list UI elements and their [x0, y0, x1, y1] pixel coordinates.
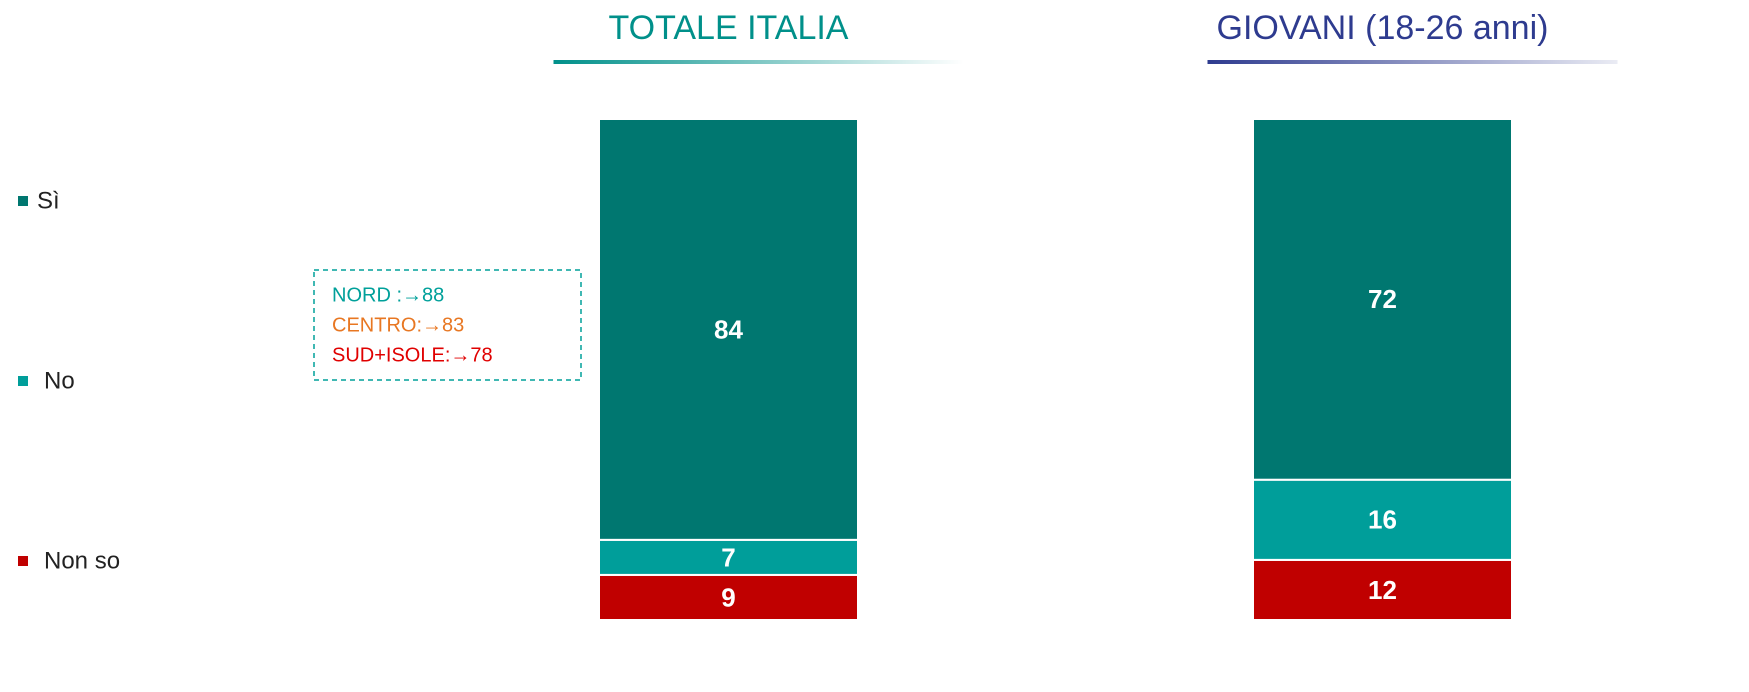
title-underline	[1207, 60, 1618, 64]
value-label: 84	[714, 314, 743, 344]
category-title: GIOVANI (18-26 anni)	[1217, 9, 1549, 47]
legend-marker	[18, 556, 28, 566]
annotation: NORD :→88	[332, 284, 444, 306]
bar-segment	[598, 538, 859, 576]
legend-label: Non so	[44, 547, 120, 574]
legend-label: Sì	[37, 187, 60, 214]
legend-marker	[18, 376, 28, 386]
bar-segment	[1252, 558, 1513, 622]
legend-marker	[18, 196, 28, 206]
value-label: 16	[1368, 505, 1397, 535]
category-title: TOTALE ITALIA	[609, 9, 849, 47]
bar-segment	[598, 573, 859, 621]
annotation: SUD+ISOLE:→78	[332, 344, 493, 366]
annotation: CENTRO:→83	[332, 314, 464, 336]
bar-segment	[1252, 478, 1513, 561]
bar-segment	[1252, 118, 1513, 481]
title-underline	[553, 60, 964, 64]
value-label: 12	[1368, 575, 1397, 605]
value-label: 7	[721, 542, 735, 572]
bar-segment	[598, 118, 859, 541]
legend-label: No	[44, 367, 75, 394]
value-label: 9	[721, 582, 735, 612]
value-label: 72	[1368, 284, 1397, 314]
